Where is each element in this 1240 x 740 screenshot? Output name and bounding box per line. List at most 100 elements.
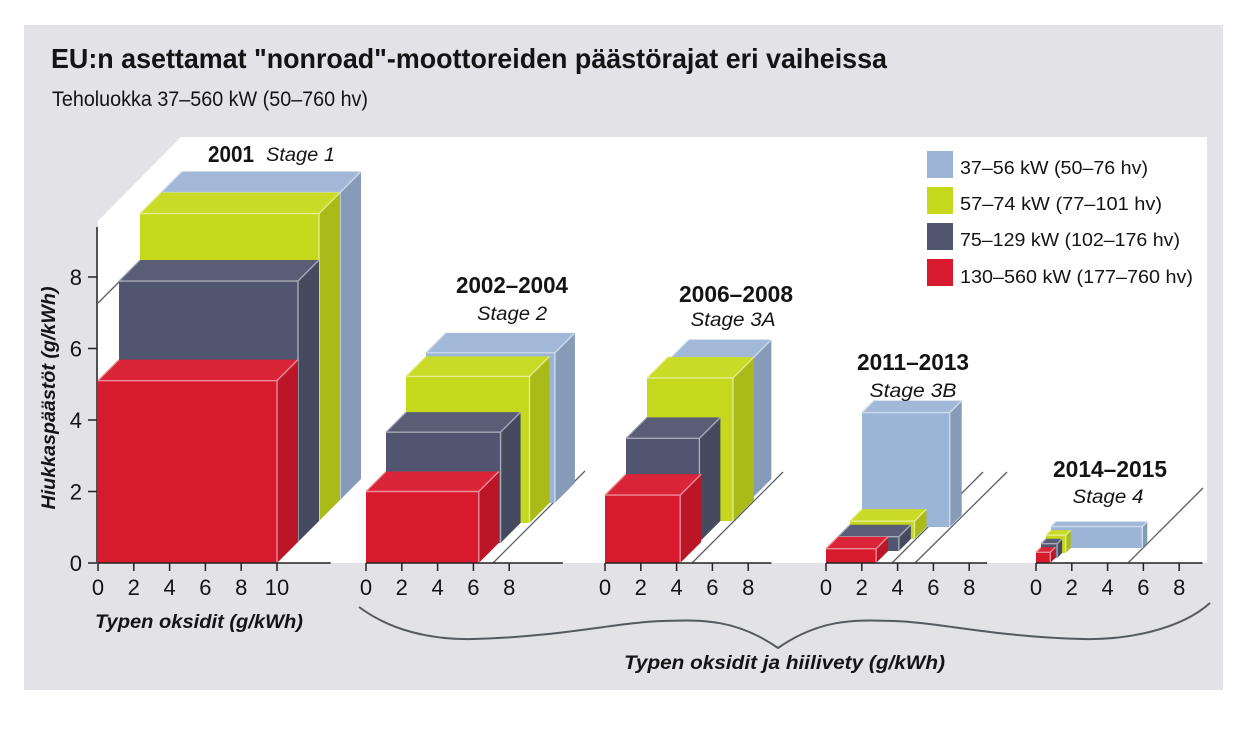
- bar-edge-highlight: [97, 359, 120, 382]
- bar-edge-highlight: [679, 473, 702, 496]
- x-tick-label: 0: [360, 575, 372, 600]
- bar-top-face: [826, 536, 889, 549]
- stage-panel: 0 2 4 6 8 2006–2008 Stage 3A: [599, 281, 793, 600]
- bar-side-face: [876, 536, 889, 563]
- x-tick-label: 8: [235, 575, 247, 600]
- y-tick-label: 4: [70, 408, 82, 433]
- stage-years-label: 2011–2013: [857, 349, 969, 375]
- x-tick-label: 8: [742, 575, 754, 600]
- bar: [1035, 546, 1056, 563]
- bar-edge-highlight: [554, 332, 576, 354]
- bar-top-face: [98, 359, 298, 381]
- x-tick-label: 6: [467, 575, 479, 600]
- bar-top-face: [119, 260, 319, 282]
- x-tick-label: 8: [963, 575, 975, 600]
- legend-item: 57–74 kW (77–101 hv): [927, 187, 1162, 214]
- bar-side-face: [699, 417, 721, 542]
- bar-edge-highlight: [318, 192, 341, 215]
- x-tick-label: 2: [635, 575, 647, 600]
- bar-edge-highlight: [646, 356, 669, 379]
- bar-top-face: [1046, 530, 1071, 536]
- bar: [365, 471, 500, 563]
- bar-edge-highlight: [732, 356, 755, 379]
- x-tick-label: 4: [163, 575, 175, 600]
- grouping-brace: [358, 602, 1211, 650]
- x-tick-label: 2: [1066, 575, 1078, 600]
- bar-edge-highlight: [861, 400, 875, 414]
- legend-swatch: [927, 259, 953, 286]
- stage-years-label: 2002–2004: [456, 272, 568, 298]
- stage-panel: 0 2 4 6 8 2002–2004 Stage 2: [360, 272, 586, 600]
- bar-side-face: [732, 357, 754, 521]
- bar-side-face: [1057, 538, 1063, 558]
- x-tick-label: 10: [265, 575, 289, 600]
- bar-edge-highlight: [898, 524, 912, 538]
- legend-item: 37–56 kW (50–76 hv): [927, 151, 1148, 178]
- legend: 37–56 kW (50–76 hv) 57–74 kW (77–101 hv)…: [927, 151, 1193, 287]
- stage-panel: 0 2 4 6 8 10 2001 Stage 1: [92, 141, 362, 600]
- x-tick-label: 4: [431, 575, 443, 600]
- bar-edge-highlight: [478, 471, 500, 492]
- bar-top-face: [1051, 521, 1148, 527]
- x-tick-label: 0: [92, 575, 104, 600]
- stage-name-label: Stage 4: [1073, 487, 1144, 508]
- bar-edge-highlight: [339, 171, 362, 194]
- bar-side-face: [500, 412, 521, 543]
- floor-guide-line: [691, 471, 784, 564]
- stage-panel: 0 2 4 6 8 2011–2013 Stage 3B: [820, 349, 1008, 600]
- legend-label: 75–129 kW (102–176 hv): [960, 230, 1180, 250]
- bar-side-face: [554, 332, 575, 503]
- x-tick-label: 4: [670, 575, 682, 600]
- bar-top-face: [647, 357, 754, 378]
- x-axis-label-stage-1: Typen oksidit (g/kWh): [95, 612, 303, 633]
- legend-swatch: [927, 151, 953, 178]
- bar-side-face: [949, 400, 962, 527]
- bar-edge-highlight: [1056, 538, 1063, 545]
- legend-item: 130–560 kW (177–760 hv): [927, 259, 1193, 287]
- legend-swatch: [927, 187, 953, 214]
- bar-top-face: [1041, 538, 1063, 544]
- x-tick-label: 0: [1030, 575, 1042, 600]
- bar-side-face: [680, 474, 702, 563]
- stage-panel: 0 2 4 6 8 2014–2015 Stage 4: [1030, 456, 1204, 600]
- bar: [604, 473, 702, 563]
- bar-side-face: [1065, 530, 1071, 553]
- bar-edge-highlight: [1065, 529, 1072, 536]
- legend-label: 37–56 kW (50–76 hv): [960, 158, 1148, 178]
- bar-edge-highlight: [1050, 521, 1057, 527]
- bar-edge-highlight: [1049, 546, 1056, 553]
- y-tick-label: 0: [70, 551, 82, 576]
- legend-swatch: [927, 223, 953, 250]
- x-tick-label: 6: [199, 575, 211, 600]
- stage-name-label: Stage 3B: [870, 381, 957, 402]
- x-tick-label: 0: [820, 575, 832, 600]
- x-tick-label: 6: [706, 575, 718, 600]
- bar: [97, 359, 299, 563]
- y-axis: 0 2 4 6 8: [70, 226, 98, 576]
- bar-side-face: [1142, 521, 1148, 548]
- bar-side-face: [319, 192, 340, 522]
- bar-edge-highlight: [1141, 521, 1148, 528]
- bar-top-face: [406, 356, 550, 377]
- bar-front-face: [366, 491, 479, 563]
- x-axis-label-stages-2-4: Typen oksidit ja hiilivety (g/kWh): [624, 653, 945, 674]
- legend-label: 57–74 kW (77–101 hv): [960, 194, 1162, 214]
- bar-edge-highlight: [139, 192, 162, 214]
- bar-top-face: [838, 524, 911, 537]
- bar-edge-highlight: [160, 171, 183, 193]
- x-tick-label: 4: [1101, 575, 1113, 600]
- bar-edge-highlight: [1040, 538, 1047, 545]
- stage-name-label: Stage 3A: [691, 310, 776, 331]
- bar-edge-highlight: [365, 471, 387, 492]
- x-tick-label: 8: [503, 575, 515, 600]
- bar-edge-highlight: [875, 536, 889, 550]
- bar-edge-highlight: [837, 524, 851, 538]
- legend-label: 130–560 kW (177–760 hv): [960, 267, 1193, 287]
- bar-edge-highlight: [913, 508, 927, 522]
- bar-front-face: [1036, 552, 1051, 563]
- x-tick-label: 6: [1137, 575, 1149, 600]
- bar-side-face: [298, 260, 319, 542]
- stage-years-label: 2006–2008: [679, 281, 793, 307]
- bar-top-face: [605, 474, 702, 496]
